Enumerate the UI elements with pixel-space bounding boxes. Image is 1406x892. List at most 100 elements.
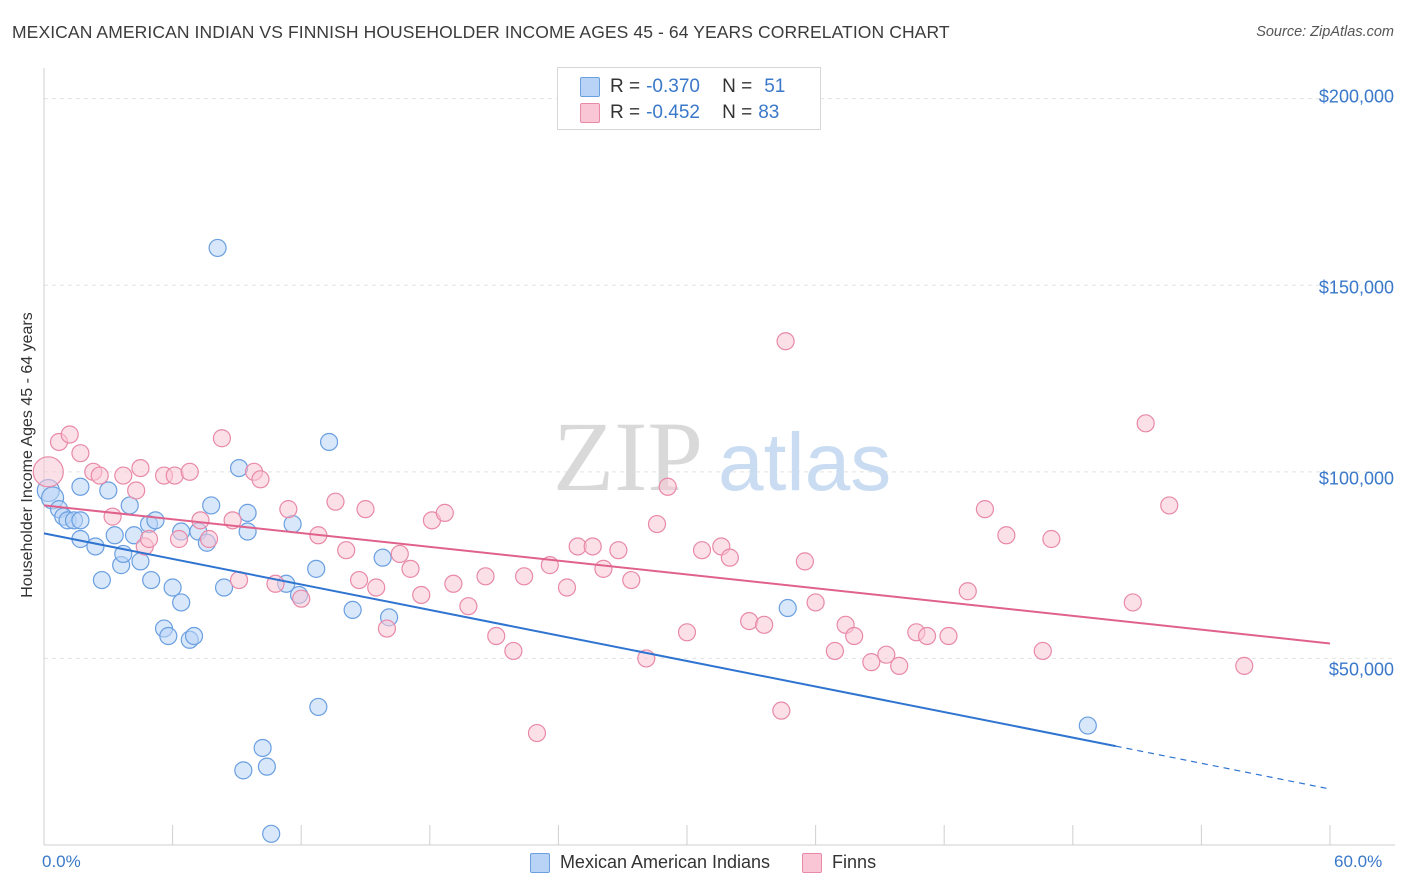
legend-n-label: N = [722, 76, 753, 97]
data-point-finns [487, 626, 506, 646]
data-point-finns [401, 559, 420, 578]
data-point-mexican-american-indians [146, 511, 165, 530]
axis-layer [43, 68, 1395, 846]
data-point-finns [527, 723, 547, 743]
data-point-finns [131, 458, 150, 478]
data-point-mexican-american-indians [229, 458, 249, 478]
data-point-finns [795, 552, 814, 571]
data-point-mexican-american-indians [71, 511, 90, 530]
y-tick-label-50k: $50,000 [1328, 659, 1394, 680]
data-point-mexican-american-indians [283, 514, 302, 534]
data-point-finns [103, 507, 122, 526]
legend-row-mexican-american-indians: R = -0.370 N = 51 [580, 75, 785, 99]
data-point-finns [1160, 496, 1179, 515]
data-point-finns [60, 425, 79, 444]
y-tick-label-100k: $100,000 [1318, 468, 1394, 489]
data-point-mexican-american-indians [257, 757, 277, 776]
legend-swatch-pink [802, 852, 823, 873]
watermark-zip: ZIP [553, 401, 703, 512]
data-point-mexican-american-indians [1078, 716, 1097, 735]
legend-r-value: -0.452 [646, 102, 700, 123]
data-point-finns [692, 541, 712, 560]
data-point-finns [435, 503, 454, 522]
data-point-finns [356, 500, 375, 519]
data-point-finns [504, 641, 523, 661]
data-point-finns [377, 619, 397, 638]
data-point-mexican-american-indians [319, 432, 339, 452]
data-point-finns [444, 574, 463, 593]
data-point-finns [1123, 593, 1142, 612]
data-point-finns [772, 701, 791, 720]
data-point-finns [390, 544, 409, 564]
data-point-mexican-american-indians [262, 824, 281, 843]
legend-swatch-pink [580, 103, 600, 123]
data-point-finns [997, 526, 1016, 545]
data-point-finns [515, 567, 534, 586]
watermark: ZIP atlas [553, 401, 891, 512]
correlation-legend: R = -0.370 N = 51 R = -0.452 N = 83 [557, 67, 821, 130]
series-legend-item-finns: Finns [802, 852, 876, 873]
source-label: Source: ZipAtlas.com [1256, 24, 1394, 40]
data-point-finns [825, 641, 844, 661]
series-legend-label: Finns [832, 852, 877, 872]
data-point-finns [180, 462, 199, 481]
data-point-mexican-american-indians [202, 496, 221, 515]
data-point-mexican-american-indians [309, 697, 328, 717]
y-tick-label-150k: $150,000 [1318, 277, 1394, 298]
data-point-finns [32, 456, 64, 488]
data-point-mexican-american-indians [142, 570, 161, 590]
data-point-finns [776, 332, 795, 351]
data-point-finns [622, 570, 641, 590]
data-point-finns [367, 578, 386, 597]
data-point-finns [658, 477, 677, 496]
data-point-mexican-american-indians [71, 477, 90, 496]
data-point-finns [212, 429, 231, 448]
data-point-finns [1235, 656, 1254, 675]
data-point-finns [557, 578, 577, 597]
legend-r-label: R = [610, 102, 641, 123]
data-point-finns [412, 585, 431, 605]
data-point-finns [199, 529, 219, 549]
data-point-mexican-american-indians [238, 522, 257, 541]
data-point-mexican-american-indians [253, 738, 272, 758]
data-point-finns [279, 500, 298, 519]
data-point-finns [191, 511, 210, 530]
data-point-finns [114, 466, 133, 485]
data-point-finns [169, 529, 189, 549]
data-point-mexican-american-indians [238, 503, 257, 522]
data-point-finns [1136, 414, 1155, 433]
data-point-mexican-american-indians [86, 537, 105, 556]
data-point-mexican-american-indians [373, 548, 392, 567]
data-point-mexican-american-indians [172, 593, 191, 612]
trend-line-extension-mexican-american-indians [1115, 745, 1331, 790]
data-point-finns [609, 541, 628, 560]
data-point-finns [862, 653, 881, 672]
data-point-mexican-american-indians [184, 626, 204, 646]
data-point-mexican-american-indians [131, 552, 150, 571]
data-point-finns [890, 656, 909, 675]
x-tick-label-min: 0.0% [42, 852, 81, 871]
data-point-finns [939, 626, 958, 646]
data-point-finns [647, 514, 667, 534]
data-point-finns [806, 593, 825, 612]
data-point-mexican-american-indians [92, 570, 111, 590]
data-point-finns [337, 541, 356, 560]
data-point-finns [677, 623, 697, 642]
data-point-finns [139, 529, 159, 549]
data-point-finns [71, 444, 90, 463]
data-point-finns [1042, 529, 1061, 549]
data-point-mexican-american-indians [99, 481, 118, 500]
data-point-mexican-american-indians [343, 600, 362, 620]
data-point-mexican-american-indians [307, 559, 326, 578]
legend-r-value: -0.370 [646, 76, 700, 97]
chart-title: MEXICAN AMERICAN INDIAN VS FINNISH HOUSE… [12, 22, 950, 42]
y-tick-label-200k: $200,000 [1318, 86, 1394, 107]
data-point-finns [1033, 641, 1052, 661]
data-point-finns [594, 559, 613, 578]
legend-n-value: 51 [764, 76, 786, 97]
data-point-finns [476, 567, 495, 586]
data-point-mexican-american-indians [159, 626, 178, 646]
data-point-finns [740, 611, 759, 631]
legend-r-label: R = [610, 76, 641, 97]
